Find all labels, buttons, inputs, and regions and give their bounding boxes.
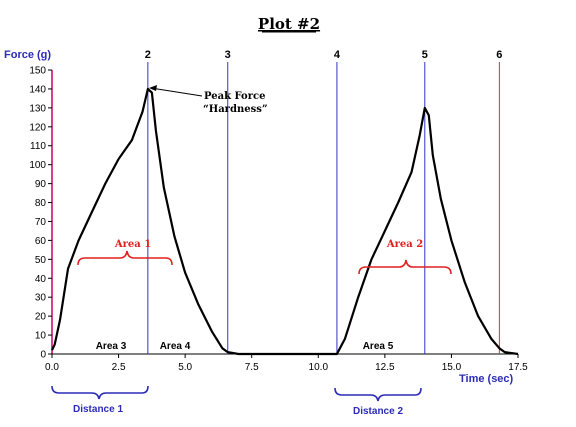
area-4-label: Area 4 xyxy=(160,341,191,352)
marker-label-3: 3 xyxy=(225,49,231,61)
y-tick-label: 140 xyxy=(29,84,46,95)
peak-force-arrow xyxy=(150,87,203,97)
x-tick-label: 17.5 xyxy=(508,362,528,373)
distance-2-brace xyxy=(334,387,422,402)
marker-label-6: 6 xyxy=(496,49,502,61)
marker-label-2: 2 xyxy=(145,49,151,61)
y-tick-label: 30 xyxy=(35,293,47,304)
marker-label-5: 5 xyxy=(422,49,428,61)
x-tick-label: 5.0 xyxy=(178,362,192,373)
distance-1-brace xyxy=(51,385,149,400)
y-tick-label: 90 xyxy=(35,179,47,190)
y-tick-label: 130 xyxy=(29,103,46,114)
x-tick-label: 15.0 xyxy=(442,362,462,373)
y-tick-label: 70 xyxy=(35,217,47,228)
y-tick-label: 20 xyxy=(35,312,47,323)
y-tick-label: 80 xyxy=(35,198,47,209)
x-tick-group: 0.0 2.5 5.0 7.5 10.0 12.5 15.0 17.5 xyxy=(45,354,528,373)
peak-force-arrowhead xyxy=(149,85,157,91)
y-tick-label: 60 xyxy=(35,236,47,247)
area-1-brace xyxy=(77,250,173,266)
marker-label-4: 4 xyxy=(334,49,341,61)
y-tick-label: 0 xyxy=(40,350,46,361)
x-tick-label: 12.5 xyxy=(375,362,395,373)
y-axis-label: Force (g) xyxy=(4,49,51,61)
y-tick-group: 0 10 20 30 40 50 60 70 80 90 100 110 120 130 140 150 xyxy=(29,66,52,361)
distance-1-label: Distance 1 xyxy=(73,404,123,415)
area-5-label: Area 5 xyxy=(363,341,394,352)
x-tick-label: 10.0 xyxy=(309,362,329,373)
y-tick-label: 110 xyxy=(30,141,46,152)
y-tick-label: 100 xyxy=(29,160,46,171)
area-2-brace xyxy=(358,259,452,275)
peak-force-label: Peak Force xyxy=(204,91,265,102)
hardness-label: “Hardness” xyxy=(203,104,268,115)
y-tick-label: 10 xyxy=(35,331,47,342)
x-axis-label: Time (sec) xyxy=(459,373,514,385)
area-2-label: Area 2 xyxy=(386,239,423,250)
y-tick-label: 150 xyxy=(29,66,46,77)
area-3-label: Area 3 xyxy=(96,341,127,352)
marker-group: 2 3 4 5 6 xyxy=(145,49,502,354)
x-tick-label: 7.5 xyxy=(245,362,259,373)
distance-2-label: Distance 2 xyxy=(353,406,403,417)
force-curve xyxy=(51,87,519,356)
area-1-label: Area 1 xyxy=(114,239,151,250)
y-tick-label: 120 xyxy=(29,122,46,133)
chart-title: Plot #2 xyxy=(258,15,320,33)
x-tick-label: 2.5 xyxy=(112,362,126,373)
y-tick-label: 40 xyxy=(35,274,47,285)
x-tick-label: 0.0 xyxy=(45,362,59,373)
y-tick-label: 50 xyxy=(35,255,47,266)
